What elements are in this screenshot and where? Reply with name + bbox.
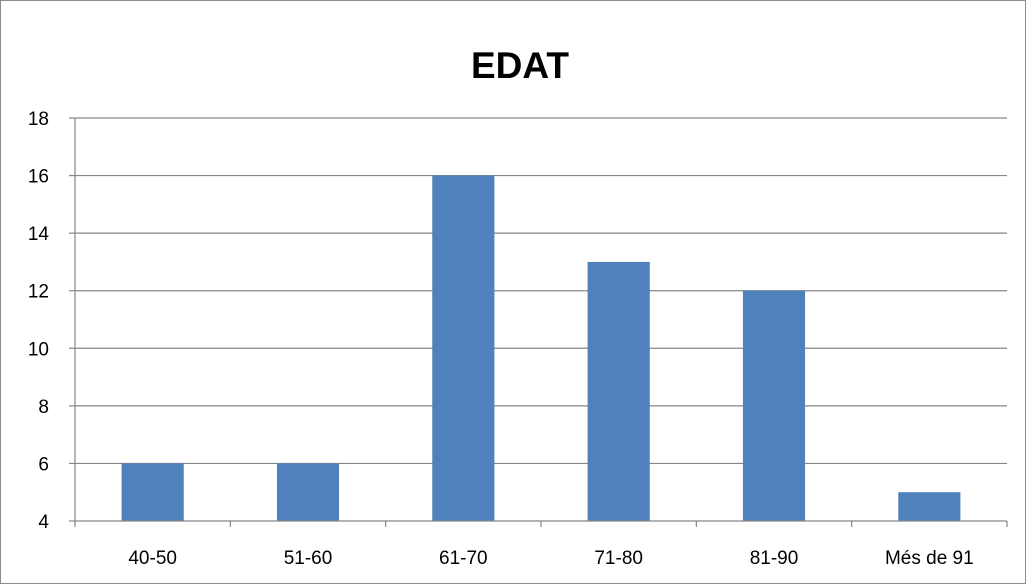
- y-tick-label: 10: [28, 339, 49, 360]
- y-tick-label: 6: [38, 454, 49, 475]
- x-tick-label: 81-90: [750, 548, 799, 569]
- y-tick-label: 4: [38, 512, 49, 533]
- y-tick-label: 18: [28, 109, 49, 130]
- gridlines: [75, 117, 1007, 465]
- x-tick-label: 40-50: [128, 548, 177, 569]
- x-tick-label: 71-80: [594, 548, 643, 569]
- bar-3: [432, 175, 495, 522]
- y-tick-label: 16: [28, 167, 49, 188]
- bar-5: [742, 290, 806, 521]
- bar-4: [587, 261, 650, 521]
- axes: [69, 117, 1008, 527]
- x-tick-labels: 40-50 51-60 61-70 71-80 81-90 Més de 91: [128, 548, 973, 569]
- bars: [121, 175, 961, 522]
- y-tick-label: 12: [28, 282, 49, 303]
- y-tick-labels: 4 6 8 10 12 14 16 18: [28, 109, 50, 533]
- x-tick-label: Més de 91: [885, 548, 974, 569]
- y-tick-label: 8: [38, 397, 49, 418]
- chart-title: EDAT: [471, 45, 569, 86]
- bar-1: [121, 463, 184, 521]
- y-tick-label: 14: [28, 224, 50, 245]
- bar-2: [276, 463, 340, 521]
- x-tick-label: 51-60: [284, 548, 333, 569]
- bar-6: [898, 492, 961, 521]
- x-tick-label: 61-70: [439, 548, 488, 569]
